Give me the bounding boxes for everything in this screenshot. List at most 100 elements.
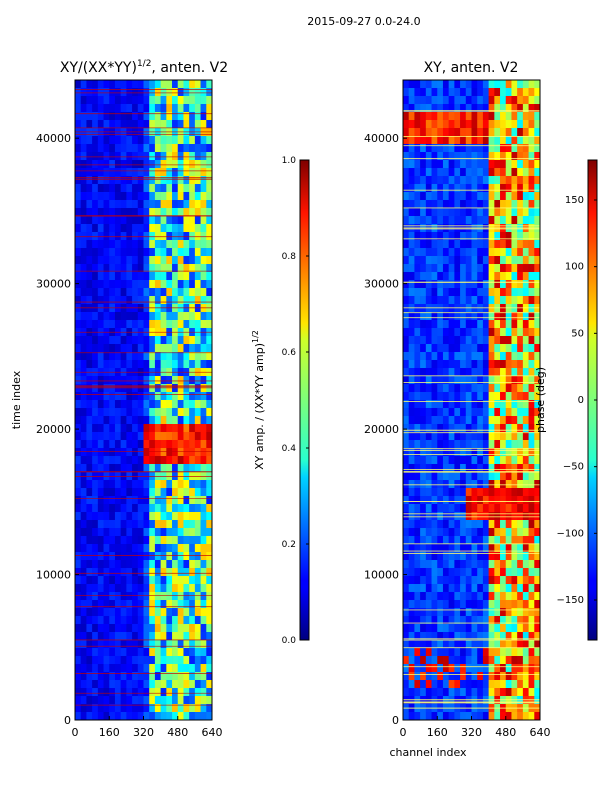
heatmap-cell [494, 464, 501, 473]
heatmap-cell [528, 160, 535, 169]
heatmap-cell [505, 232, 512, 241]
heatmap-cell [126, 360, 133, 369]
heatmap-cell [471, 592, 478, 601]
heatmap-cell [431, 464, 438, 473]
heatmap-cell [160, 232, 167, 241]
heatmap-cell [482, 560, 489, 569]
heatmap-cell [120, 416, 127, 425]
heatmap-cell [149, 608, 156, 617]
heatmap-cell [511, 552, 518, 561]
heatmap-cell [189, 464, 196, 473]
heatmap-cell [200, 248, 207, 257]
heatmap-cell [482, 608, 489, 617]
heatmap-cell [177, 416, 184, 425]
heatmap-cell [132, 184, 139, 193]
heatmap-cell [137, 120, 144, 129]
heatmap-cell [126, 584, 133, 593]
heatmap-cell [166, 584, 173, 593]
heatmap-cell [149, 208, 156, 217]
heatmap-cell [183, 200, 190, 209]
heatmap-cell [143, 336, 150, 345]
heatmap-cell [189, 448, 196, 457]
heatmap-cell [80, 592, 87, 601]
heatmap-cell [517, 528, 524, 537]
heatmap-cell [183, 176, 190, 185]
heatmap-cell [437, 232, 444, 241]
heatmap-cell [511, 384, 518, 393]
heatmap-cell [500, 104, 507, 113]
heatmap-cell [75, 296, 82, 305]
heatmap-cell [448, 272, 455, 281]
heatmap-cell [189, 120, 196, 129]
heatmap-cell [154, 280, 161, 289]
heatmap-cell [126, 640, 133, 649]
heatmap-cell [109, 80, 116, 89]
heatmap-cell [437, 328, 444, 337]
heatmap-cell [183, 640, 190, 649]
heatmap-cell [517, 488, 524, 497]
heatmap-cell [528, 96, 535, 105]
heatmap-cell [442, 312, 449, 321]
heatmap-cell [482, 368, 489, 377]
heatmap-cell [177, 112, 184, 121]
heatmap-cell [194, 312, 201, 321]
heatmap-cell [109, 88, 116, 97]
heatmap-cell [75, 552, 82, 561]
heatmap-cell [97, 216, 104, 225]
heatmap-cell [482, 480, 489, 489]
heatmap-cell [194, 712, 201, 721]
heatmap-cell [534, 432, 541, 441]
heatmap-cell [177, 704, 184, 713]
heatmap-cell [522, 128, 529, 137]
heatmap-cell [471, 504, 478, 513]
heatmap-cell [482, 176, 489, 185]
heatmap-cell [534, 448, 541, 457]
heatmap-cell [120, 552, 127, 561]
heatmap-cell [511, 512, 518, 521]
heatmap-cell [488, 448, 495, 457]
heatmap-cell [517, 384, 524, 393]
heatmap-cell [408, 432, 415, 441]
heatmap-cell [154, 216, 161, 225]
heatmap-cell [528, 448, 535, 457]
heatmap-cell [194, 576, 201, 585]
heatmap-cell [194, 168, 201, 177]
heatmap-cell [132, 88, 139, 97]
heatmap-cell [403, 456, 410, 465]
heatmap-cell [500, 584, 507, 593]
heatmap-cell [477, 360, 484, 369]
heatmap-cell [103, 232, 110, 241]
heatmap-cell [149, 488, 156, 497]
heatmap-cell [132, 400, 139, 409]
heatmap-cell [414, 616, 421, 625]
heatmap-cell [143, 184, 150, 193]
heatmap-cell [460, 184, 467, 193]
heatmap-cell [528, 312, 535, 321]
heatmap-cell [500, 592, 507, 601]
heatmap-cell [505, 320, 512, 329]
heatmap-cell [194, 424, 201, 433]
heatmap-cell [166, 184, 173, 193]
heatmap-cell [183, 528, 190, 537]
heatmap-cell [109, 504, 116, 513]
heatmap-cell [114, 392, 121, 401]
heatmap-cell [460, 608, 467, 617]
heatmap-cell [166, 392, 173, 401]
heatmap-cell [408, 176, 415, 185]
heatmap-cell [200, 456, 207, 465]
heatmap-cell [194, 96, 201, 105]
heatmap-cell [194, 248, 201, 257]
heatmap-cell [488, 624, 495, 633]
heatmap-cell [460, 664, 467, 673]
heatmap-cell [200, 584, 207, 593]
heatmap-cell [200, 264, 207, 273]
heatmap-cell [488, 648, 495, 657]
heatmap-cell [431, 400, 438, 409]
heatmap-cell [200, 624, 207, 633]
heatmap-cell [177, 184, 184, 193]
heatmap-cell [500, 472, 507, 481]
heatmap-cell [86, 496, 93, 505]
heatmap-cell [528, 576, 535, 585]
heatmap-cell [488, 96, 495, 105]
heatmap-cell [437, 656, 444, 665]
